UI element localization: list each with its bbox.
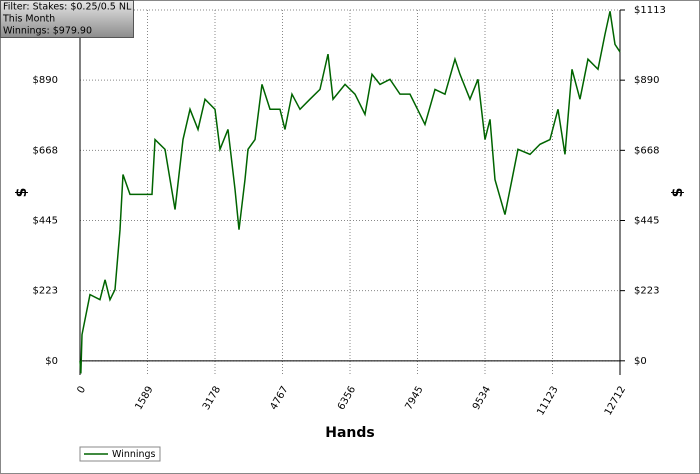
y2-tick-label: $890 xyxy=(634,75,659,86)
y2-tick-label: $223 xyxy=(634,286,659,297)
x-tick-label: 0 xyxy=(75,385,88,396)
y-tick-label: $223 xyxy=(33,286,58,297)
y-tick-label: $445 xyxy=(33,215,58,226)
y2-tick-label: $445 xyxy=(634,215,659,226)
y-axis-title: $ xyxy=(14,188,30,198)
legend-box xyxy=(79,446,161,462)
line-series xyxy=(79,11,621,374)
x-axis-title: Hands xyxy=(325,425,375,441)
annotation: Filter: Stakes: $0.25/0.5 NL xyxy=(3,2,132,13)
y-tick-label: $668 xyxy=(33,145,58,156)
legend-label: Winnings xyxy=(112,449,156,460)
y-tick-label: $0 xyxy=(45,356,58,367)
filter-box xyxy=(0,0,134,38)
y2-axis-title: $ xyxy=(670,188,686,198)
y-tick-label: $890 xyxy=(33,75,58,86)
annotation: This Month xyxy=(2,14,55,25)
y2-tick-label: $0 xyxy=(634,356,647,367)
y2-tick-label: $668 xyxy=(634,145,659,156)
y2-tick-label: $1113 xyxy=(634,5,666,16)
annotation: Winnings: $979.90 xyxy=(3,26,92,37)
